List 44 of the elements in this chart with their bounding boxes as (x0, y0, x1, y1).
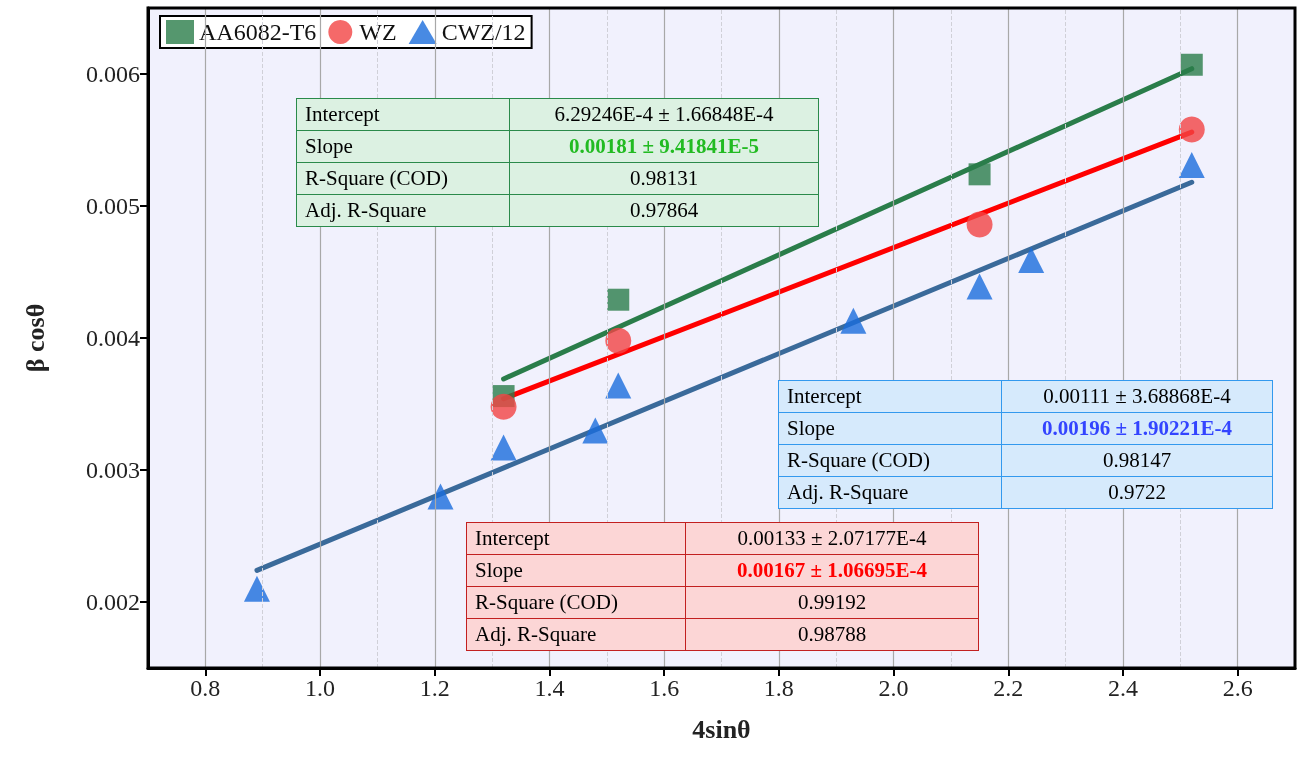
x-tick-label: 1.6 (649, 675, 680, 701)
annotation: 0.00181 ± 9.41841E-5 (509, 130, 819, 163)
x-tick-label: 2.6 (1222, 675, 1253, 701)
annotation: Intercept (466, 522, 686, 555)
y-tick-label: 0.002 (86, 589, 140, 615)
annotation: 0.99192 (685, 586, 979, 619)
x-axis-title: 4sinθ (692, 714, 751, 744)
annotation: Intercept (296, 98, 510, 131)
x-tick-label: 2.4 (1107, 675, 1138, 701)
x-tick-label: 2.0 (878, 675, 909, 701)
annotation: 0.00196 ± 1.90221E-4 (1001, 412, 1273, 445)
y-axis-title: β cosθ (20, 303, 50, 373)
x-tick-label: 1.8 (763, 675, 794, 701)
x-tick-label: 1.0 (305, 675, 336, 701)
y-tick-label: 0.003 (86, 457, 140, 483)
annotation: Intercept (778, 380, 1002, 413)
annotation: 0.00133 ± 2.07177E-4 (685, 522, 979, 555)
x-tick-label: 0.8 (190, 675, 221, 701)
annotation: R-Square (COD) (466, 586, 686, 619)
annotation: Adj. R-Square (466, 618, 686, 651)
annotation: 0.98788 (685, 618, 979, 651)
annotation: Slope (296, 130, 510, 163)
x-tick-label: 1.2 (419, 675, 450, 701)
y-tick-label: 0.005 (86, 193, 140, 219)
annotation: 0.97864 (509, 194, 819, 227)
annotation: R-Square (COD) (778, 444, 1002, 477)
legend-label: WZ (359, 19, 397, 45)
x-tick-label: 2.2 (993, 675, 1024, 701)
y-tick-label: 0.006 (86, 61, 140, 87)
annotation: 0.00111 ± 3.68868E-4 (1001, 380, 1273, 413)
annotation: Slope (778, 412, 1002, 445)
legend-label: AA6082-T6 (199, 19, 317, 45)
y-tick-label: 0.004 (86, 325, 140, 351)
annotation: Slope (466, 554, 686, 587)
x-tick-label: 1.4 (534, 675, 565, 701)
annotation: R-Square (COD) (296, 162, 510, 195)
annotation: 0.00167 ± 1.06695E-4 (685, 554, 979, 587)
annotation: 0.9722 (1001, 476, 1273, 509)
annotation: 0.98131 (509, 162, 819, 195)
annotation: Adj. R-Square (296, 194, 510, 227)
annotation: 6.29246E-4 ± 1.66848E-4 (509, 98, 819, 131)
legend-label: CWZ/12 (441, 19, 526, 45)
annotation: 0.98147 (1001, 444, 1273, 477)
annotation: Adj. R-Square (778, 476, 1002, 509)
